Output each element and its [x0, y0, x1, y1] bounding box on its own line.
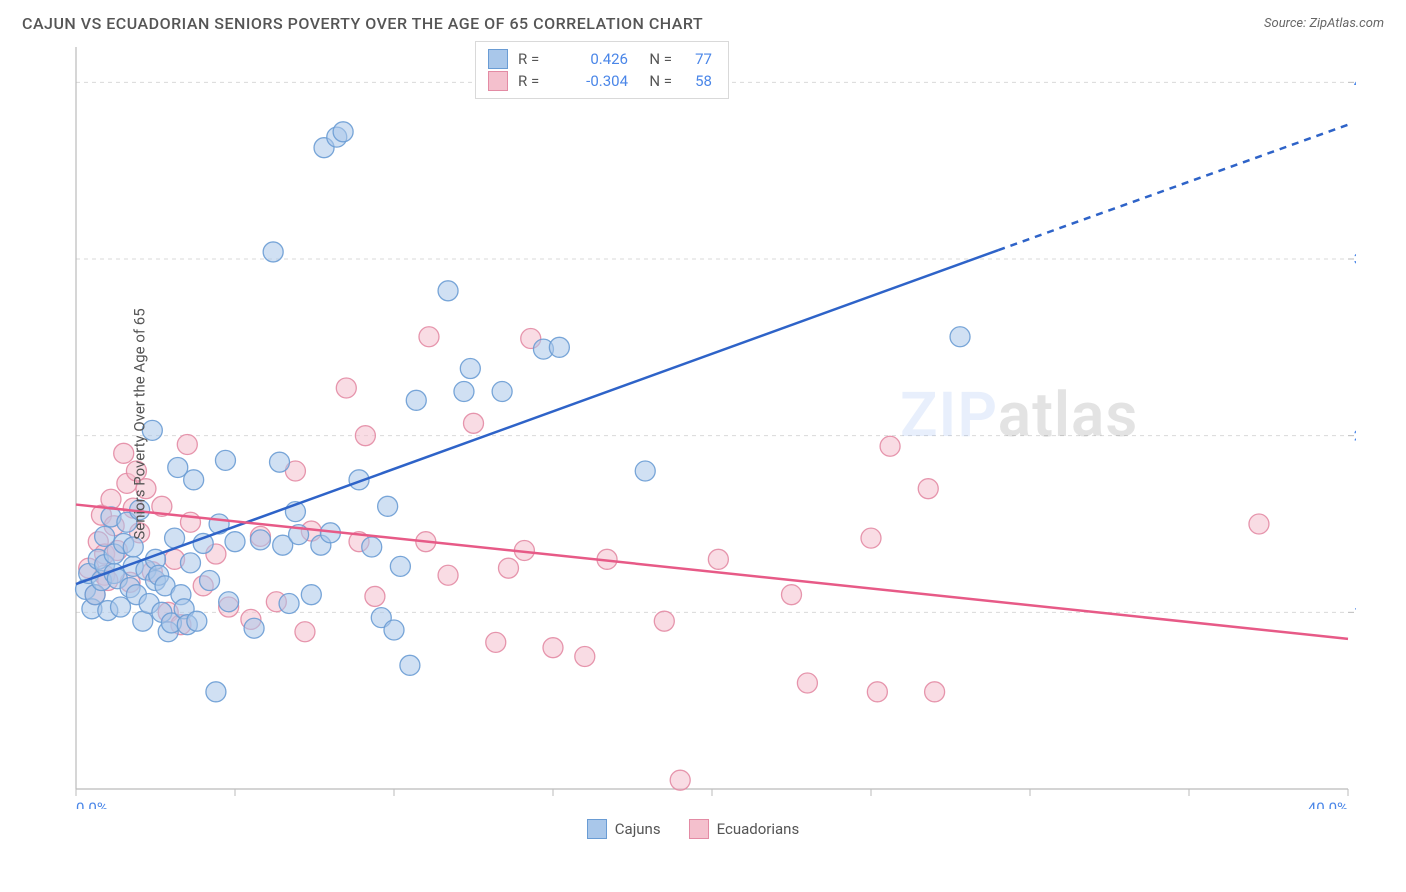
n-value-ecuadorians: 58 [682, 70, 712, 92]
chart-title: CAJUN VS ECUADORIAN SENIORS POVERTY OVER… [22, 14, 703, 33]
y-axis-label: Seniors Poverty Over the Age of 65 [131, 308, 149, 539]
svg-text:10.0%: 10.0% [1354, 603, 1356, 621]
svg-text:0.0%: 0.0% [76, 799, 108, 809]
title-bar: CAJUN VS ECUADORIAN SENIORS POVERTY OVER… [0, 0, 1406, 39]
legend-item-cajuns: Cajuns [587, 819, 661, 839]
svg-text:40.0%: 40.0% [1308, 799, 1348, 809]
r-label: R = [518, 48, 550, 70]
legend-label-ecuadorians: Ecuadorians [717, 820, 800, 838]
legend-row-cajuns: R = 0.426 N = 77 [488, 48, 712, 70]
svg-text:40.0%: 40.0% [1354, 73, 1356, 91]
legend-label-cajuns: Cajuns [615, 820, 661, 838]
svg-text:20.0%: 20.0% [1354, 427, 1356, 445]
swatch-cajuns [488, 49, 508, 69]
svg-text:30.0%: 30.0% [1354, 250, 1356, 268]
r-value-cajuns: 0.426 [560, 48, 628, 70]
source-link[interactable]: ZipAtlas.com [1309, 16, 1384, 31]
n-label: N = [644, 48, 672, 70]
source-credit: Source: ZipAtlas.com [1264, 16, 1384, 31]
source-label: Source: [1264, 16, 1309, 31]
n-value-cajuns: 77 [682, 48, 712, 70]
r-value-ecuadorians: -0.304 [560, 70, 628, 92]
correlation-legend: R = 0.426 N = 77 R = -0.304 N = 58 [475, 41, 729, 99]
swatch-ecuadorians-bottom [689, 819, 709, 839]
chart-area: Seniors Poverty Over the Age of 65 0.0% 4… [30, 39, 1356, 809]
legend-row-ecuadorians: R = -0.304 N = 58 [488, 70, 712, 92]
n-label: N = [644, 70, 672, 92]
swatch-ecuadorians [488, 71, 508, 91]
r-label: R = [518, 70, 550, 92]
legend-item-ecuadorians: Ecuadorians [689, 819, 800, 839]
scatter-plot: 0.0% 40.0% 10.0% 20.0% 30.0% 40.0% [30, 39, 1356, 809]
swatch-cajuns-bottom [587, 819, 607, 839]
series-legend: Cajuns Ecuadorians [30, 819, 1356, 839]
